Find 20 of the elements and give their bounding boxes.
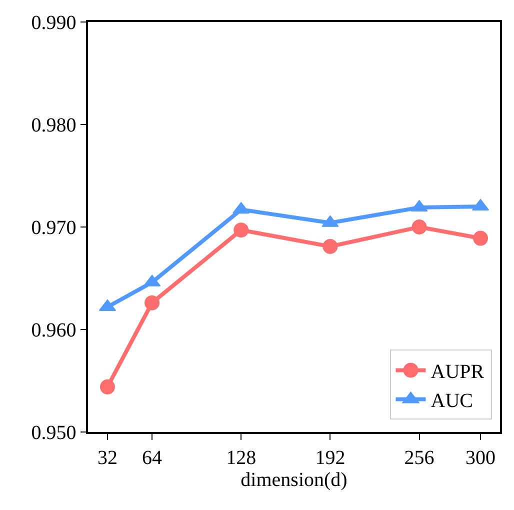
y-tick-label: 0.970 [31,217,76,239]
point [100,379,115,394]
x-tick-label: 32 [97,446,118,469]
y-tick-label: 0.950 [31,422,76,444]
x-tick-label: 128 [226,446,256,469]
x-tick-label: 192 [315,446,346,469]
legend-label: AUPR [430,361,485,383]
y-tick-label: 0.990 [31,12,76,34]
point [144,295,160,310]
point [473,230,488,246]
x-tick-label: 256 [404,446,434,469]
x-tick-label: 300 [466,446,496,469]
x-axis-title: dimension(d) [240,468,348,491]
point [322,238,338,254]
y-tick-label: 0.960 [31,320,76,342]
x-tick-label: 64 [142,446,162,469]
point [234,222,249,238]
point [412,220,427,234]
y-tick-label: 0.980 [31,114,76,136]
legend-label: AUC [430,390,473,412]
